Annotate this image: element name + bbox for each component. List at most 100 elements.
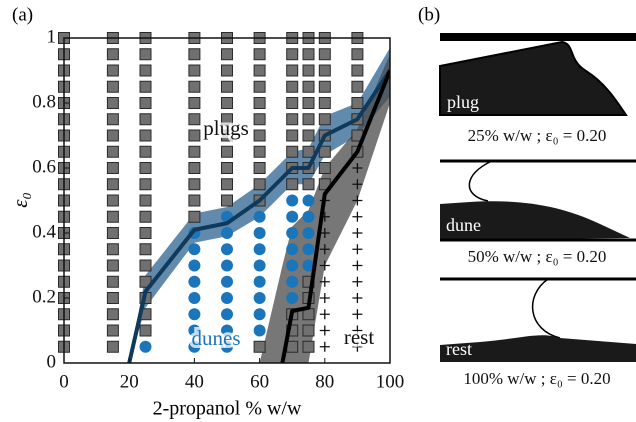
circle-marker [286,275,299,288]
x-tick-label: 80 [315,371,334,392]
square-marker [318,113,331,126]
square-marker [139,243,152,256]
square-marker [139,324,152,337]
plus-marker [352,293,363,303]
square-marker [221,178,233,191]
square-marker [318,145,331,158]
square-marker [106,275,119,288]
circle-marker [139,340,152,353]
x-tick-label: 40 [185,371,204,392]
circle-marker [286,194,299,207]
square-marker [302,145,315,158]
square-marker [188,129,201,142]
square-marker [318,162,331,174]
interface [531,278,561,339]
square-marker [139,178,152,191]
axes: 0 20 40 60 80 100 0 0.2 0.4 0.6 0.8 1 [32,26,404,392]
square-marker [253,162,266,174]
square-marker [221,162,233,174]
circle-marker [253,227,266,239]
x-tick-label: 20 [120,371,139,392]
caption: 50% w/w ; ε₀ = 0.20 [468,247,607,266]
x-tick-label: 100 [376,371,405,392]
plus-marker [319,244,330,255]
x-axis-label: 2-propanol % w/w [153,398,302,420]
square-marker [139,210,152,223]
square-marker [106,113,119,126]
frame-label: rest [446,339,472,359]
square-marker [188,162,201,174]
square-marker [221,80,233,93]
square-marker [351,64,364,77]
x-tick-label: 60 [250,371,269,392]
frame-dune: dune [440,159,636,242]
square-marker [318,97,331,109]
square-marker [253,145,266,158]
panel-label: (b) [418,4,440,25]
square-marker [351,97,364,109]
fluid [440,201,630,240]
circle-marker [253,292,266,304]
square-marker [106,210,119,223]
plus-marker [352,260,363,271]
square-marker [351,48,364,61]
square-marker [139,194,152,207]
square-marker [106,129,119,142]
square-marker [286,178,299,191]
square-marker [286,113,299,126]
square-marker [188,145,201,158]
plus-marker [319,260,330,271]
square-marker [253,129,266,142]
circle-marker [302,194,315,207]
caption: 25% w/w ; ε₀ = 0.20 [468,126,607,145]
square-marker [318,64,331,77]
plus-marker [352,211,363,222]
square-marker [139,129,152,142]
y-tick-label: 0 [47,351,57,372]
square-marker [106,259,119,272]
circle-marker [221,308,233,321]
square-marker [286,80,299,93]
square-marker [106,308,119,321]
square-marker [139,113,152,126]
circle-marker [302,243,315,256]
y-tick-label: 0.2 [32,286,56,307]
plus-marker [352,163,363,173]
plus-marker [319,341,330,352]
panel-label: (a) [12,4,33,25]
square-marker [286,97,299,109]
square-marker [318,80,331,93]
square-marker [188,64,201,77]
y-tick-label: 0.6 [32,156,56,177]
square-marker [106,97,119,109]
square-marker [106,292,119,304]
plus-marker [352,244,363,255]
circle-marker [188,340,201,353]
square-marker [302,97,315,109]
region-label: plugs [203,116,249,140]
square-marker [188,194,201,207]
frame-rest: rest [440,277,636,362]
square-marker [302,48,315,61]
square-marker [139,259,152,272]
square-marker [106,145,119,158]
square-marker [286,340,299,353]
square-marker [253,64,266,77]
square-marker [139,145,152,158]
square-marker [106,162,119,174]
square-marker [139,80,152,93]
circle-marker [221,324,233,337]
circle-marker [188,292,201,304]
square-marker [188,97,201,109]
square-marker [253,97,266,109]
square-marker [253,178,266,191]
plus-marker [319,325,330,336]
circle-marker [253,210,266,223]
square-marker [106,194,119,207]
square-marker [286,64,299,77]
y-axis-label: ε₀ [8,192,32,208]
plus-marker [352,325,363,336]
square-marker [106,64,119,77]
square-marker [188,48,201,61]
